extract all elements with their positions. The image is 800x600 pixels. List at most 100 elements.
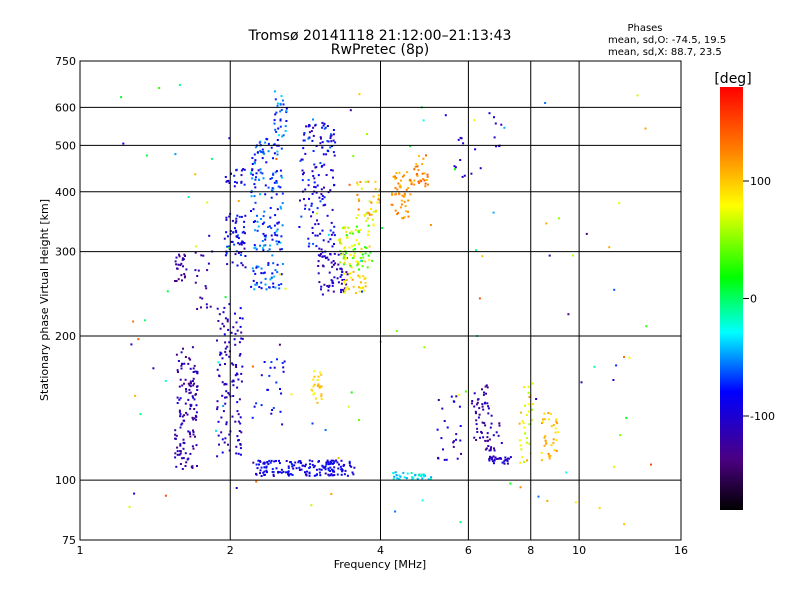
data-point [327, 150, 330, 153]
data-point [407, 199, 410, 202]
data-point [275, 230, 278, 233]
data-point [260, 281, 263, 284]
data-point [339, 238, 341, 241]
data-point [337, 281, 340, 284]
data-point [487, 405, 490, 408]
data-point [285, 471, 287, 474]
data-point [234, 181, 236, 183]
data-point [272, 173, 275, 176]
data-point [422, 475, 425, 478]
data-point [358, 93, 361, 96]
data-point [440, 437, 443, 440]
data-point [625, 416, 628, 419]
data-point [223, 237, 226, 240]
data-point [329, 466, 332, 469]
data-point [270, 361, 273, 363]
data-point [459, 521, 462, 524]
data-point [260, 466, 263, 469]
data-point [375, 209, 377, 212]
data-point [344, 226, 347, 229]
y-tick-label: 600 [55, 101, 76, 114]
data-point [225, 383, 228, 386]
data-point [331, 145, 334, 147]
data-point [298, 226, 301, 228]
data-point [179, 397, 182, 400]
data-point [225, 421, 228, 424]
data-point [498, 422, 501, 425]
data-point [300, 215, 303, 218]
data-point [308, 459, 311, 462]
data-point [269, 207, 272, 209]
data-point [396, 188, 399, 191]
chart-title: Tromsø 20141118 21:12:00–21:13:43 [248, 28, 512, 44]
data-point [180, 364, 183, 367]
data-point [327, 473, 330, 476]
data-point [462, 142, 465, 145]
data-point [194, 269, 197, 272]
data-point [321, 121, 324, 124]
data-point [280, 108, 283, 111]
data-point [307, 237, 310, 240]
data-point [346, 474, 349, 477]
data-point [345, 252, 348, 255]
data-point [317, 375, 320, 378]
data-point [345, 279, 348, 282]
data-point [228, 137, 231, 140]
data-point [319, 253, 322, 255]
data-point [253, 405, 256, 408]
data-point [405, 477, 408, 480]
data-point [362, 256, 365, 259]
data-point [417, 180, 420, 183]
data-point [360, 259, 363, 262]
data-point [364, 260, 367, 263]
data-point [482, 408, 485, 411]
data-point [457, 138, 460, 141]
data-point [189, 452, 192, 455]
data-point [403, 194, 406, 197]
data-point [187, 430, 190, 433]
data-point [182, 441, 185, 444]
data-point [474, 148, 477, 151]
data-point [236, 234, 239, 237]
data-point [261, 148, 264, 151]
data-point [279, 241, 282, 244]
data-point [304, 463, 307, 466]
data-point [333, 466, 336, 469]
data-point [279, 248, 282, 251]
data-point [313, 163, 316, 166]
data-point [237, 439, 240, 441]
data-point [488, 458, 491, 461]
data-point [177, 263, 180, 266]
data-point [329, 253, 332, 255]
data-point [521, 420, 524, 423]
data-point [399, 475, 402, 478]
data-point [299, 159, 302, 162]
data-point [319, 254, 321, 257]
data-point [567, 313, 570, 316]
data-point [223, 325, 225, 328]
y-tick-label: 100 [55, 474, 76, 487]
data-point [557, 431, 560, 434]
data-point [327, 467, 330, 470]
data-point [349, 232, 351, 235]
data-point [231, 415, 234, 418]
data-point [189, 358, 192, 361]
data-point [329, 460, 332, 463]
data-point [257, 459, 260, 462]
data-point [224, 402, 227, 405]
data-point [226, 320, 229, 323]
data-point [179, 426, 182, 429]
data-point [174, 433, 177, 436]
data-point [188, 357, 191, 360]
data-point [471, 402, 473, 405]
data-point [192, 371, 195, 373]
data-point [239, 307, 242, 310]
data-point [523, 386, 526, 389]
data-point [318, 387, 321, 390]
data-point [253, 288, 256, 291]
data-point [478, 413, 481, 416]
data-point [179, 463, 182, 465]
data-point [441, 407, 444, 410]
data-point [256, 220, 259, 223]
data-point [351, 245, 354, 248]
